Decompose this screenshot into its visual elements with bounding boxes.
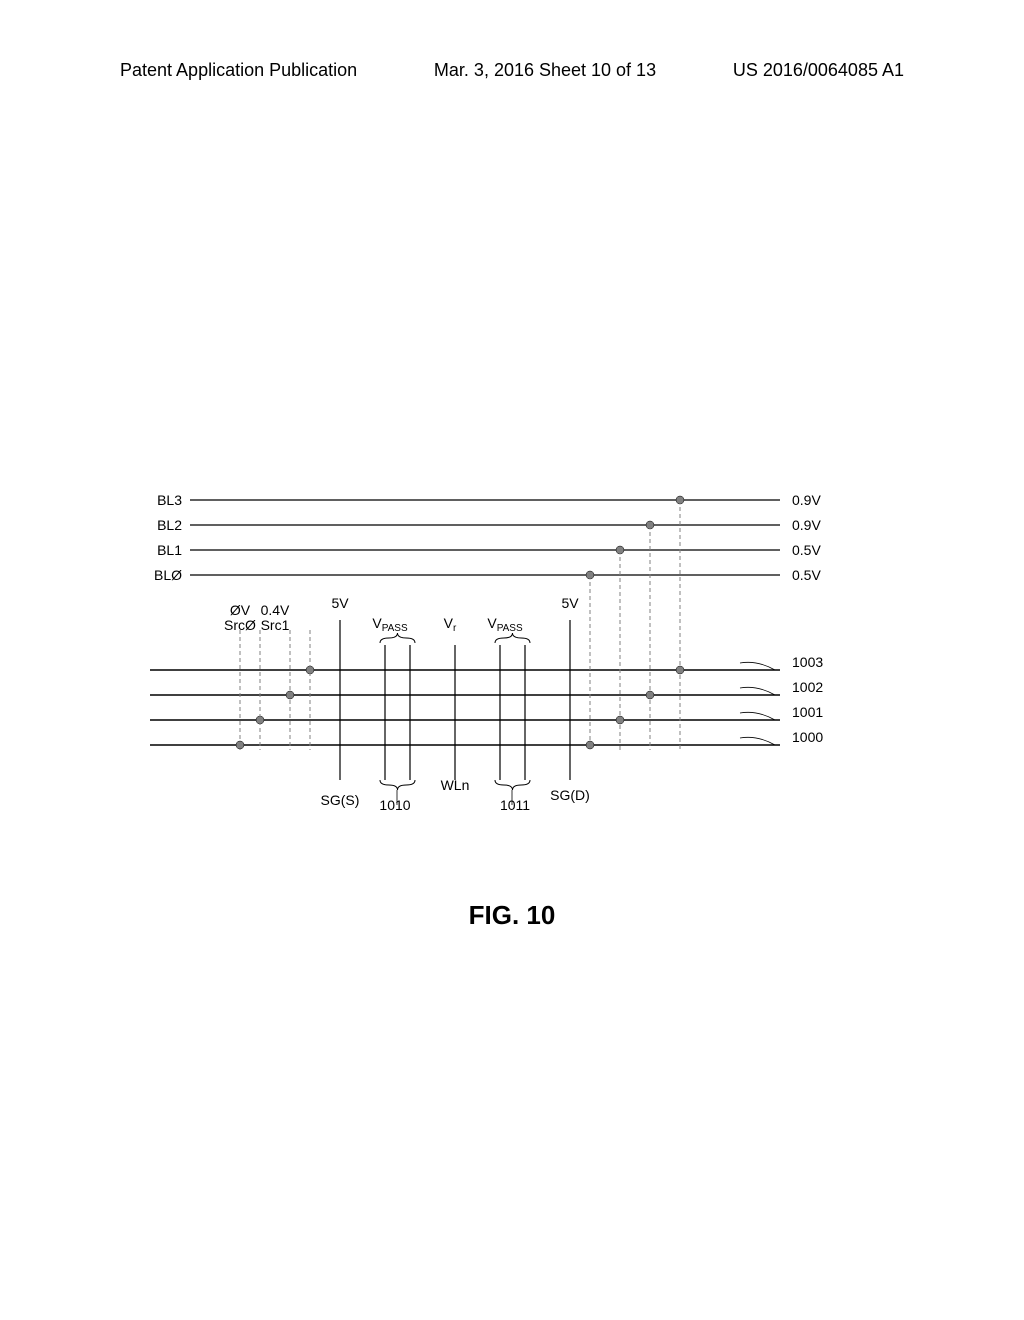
svg-text:BLØ: BLØ — [154, 567, 182, 583]
svg-text:BL2: BL2 — [157, 517, 182, 533]
svg-text:BL3: BL3 — [157, 492, 182, 508]
svg-text:BL1: BL1 — [157, 542, 182, 558]
svg-text:1002: 1002 — [792, 679, 823, 695]
svg-text:0.5V: 0.5V — [792, 542, 821, 558]
svg-text:0.4V: 0.4V — [261, 602, 290, 618]
svg-text:SG(S): SG(S) — [321, 792, 360, 808]
circuit-diagram: BL3 0.9V BL2 0.9V BL1 0.5V BLØ 0.5V 1003 1002 1001… — [120, 480, 900, 860]
svg-text:ØV: ØV — [230, 602, 251, 618]
page-header: Patent Application Publication Mar. 3, 2… — [0, 60, 1024, 81]
figure-caption: FIG. 10 — [0, 900, 1024, 931]
svg-text:VPASS: VPASS — [487, 615, 523, 634]
svg-text:VPASS: VPASS — [372, 615, 408, 634]
svg-text:1001: 1001 — [792, 704, 823, 720]
svg-text:1011: 1011 — [500, 797, 530, 813]
header-left: Patent Application Publication — [120, 60, 357, 81]
header-center: Mar. 3, 2016 Sheet 10 of 13 — [434, 60, 656, 81]
svg-text:5V: 5V — [331, 595, 349, 611]
header-right: US 2016/0064085 A1 — [733, 60, 904, 81]
svg-text:SG(D): SG(D) — [550, 787, 590, 803]
svg-text:5V: 5V — [561, 595, 579, 611]
svg-text:1010: 1010 — [379, 797, 410, 813]
svg-text:0.9V: 0.9V — [792, 492, 821, 508]
svg-text:SrcØ: SrcØ — [224, 617, 256, 633]
figure-number: FIG. 10 — [469, 900, 556, 930]
svg-text:0.5V: 0.5V — [792, 567, 821, 583]
svg-text:WLn: WLn — [441, 777, 470, 793]
svg-text:0.9V: 0.9V — [792, 517, 821, 533]
svg-text:Vr: Vr — [444, 615, 457, 634]
svg-text:1000: 1000 — [792, 729, 823, 745]
svg-text:Src1: Src1 — [261, 617, 290, 633]
svg-text:1003: 1003 — [792, 654, 823, 670]
